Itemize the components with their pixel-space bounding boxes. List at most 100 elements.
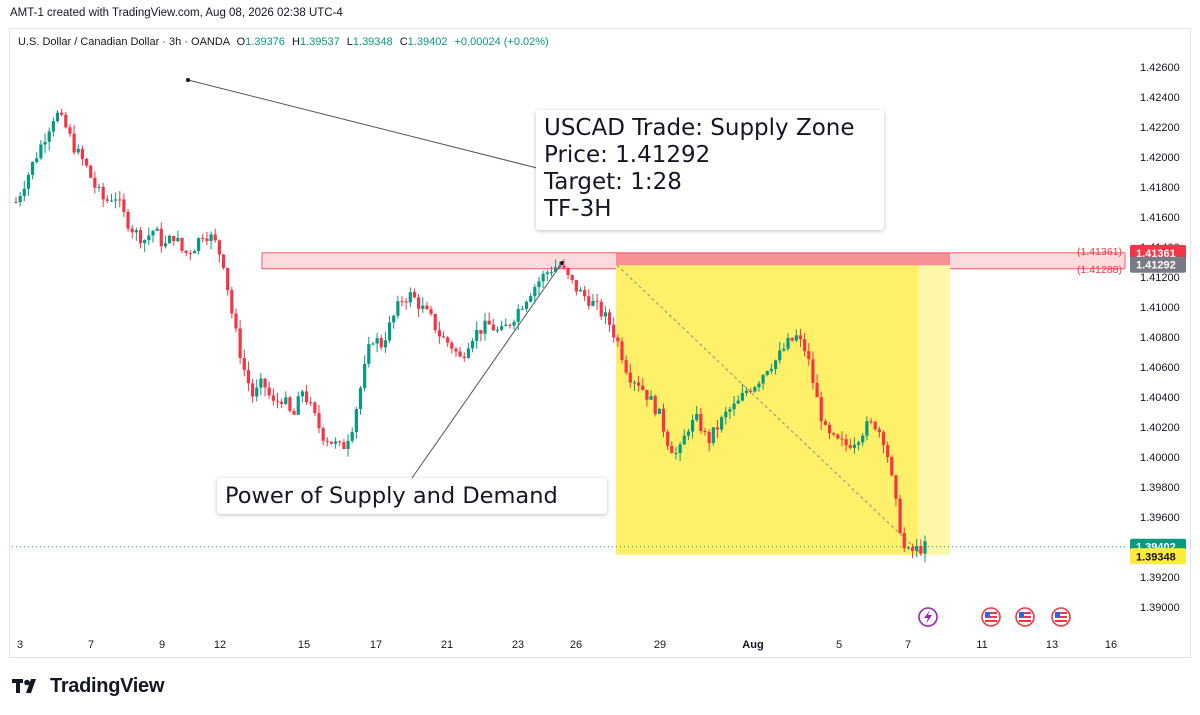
target-box-extension — [918, 265, 950, 555]
candle-body — [873, 421, 877, 430]
tradingview-logo[interactable]: TradingView — [12, 675, 164, 698]
event-icons-layer — [918, 607, 1071, 627]
target-price-tag-bg — [1130, 548, 1186, 565]
high-value: 1.39537 — [299, 36, 340, 48]
tradingview-logo-icon — [12, 678, 36, 693]
candle-body — [60, 112, 64, 115]
candle-body — [711, 427, 715, 444]
candle-body — [425, 305, 429, 310]
lightning-event-icon — [918, 607, 938, 627]
open-value: 1.39376 — [245, 36, 285, 48]
candle-body — [653, 396, 657, 414]
open-label: O — [236, 36, 246, 48]
candle-body — [172, 236, 176, 242]
candle-body — [429, 309, 433, 314]
power-callout[interactable]: Power of Supply and Demand — [217, 478, 607, 514]
candle-body — [703, 430, 707, 433]
candle-body — [408, 292, 412, 303]
symbol-name: U.S. Dollar / Canadian Dollar · 3h · OAN… — [18, 36, 230, 48]
chart-attribution: AMT-1 created with TradingView.com, Aug … — [10, 7, 343, 19]
candle-body — [807, 351, 811, 360]
y-tick-label: 1.39600 — [1140, 512, 1180, 524]
y-tick-label: 1.41200 — [1140, 272, 1180, 284]
x-tick-label: 7 — [905, 639, 911, 651]
trade-callout[interactable]: USCAD Trade: Supply Zone Price: 1.41292 … — [536, 110, 884, 230]
candle-body — [346, 440, 350, 450]
candle-body — [533, 287, 537, 297]
candle-body — [55, 112, 60, 122]
candle-body — [101, 186, 105, 200]
candle-body — [263, 378, 267, 388]
candlestick-chart[interactable]: (1.41361) (1.41288) 1.42600 1.42400 1.42200… — [0, 0, 1200, 660]
x-tick-label: 17 — [370, 639, 382, 651]
candle-body — [587, 296, 591, 306]
candle-body — [329, 441, 334, 444]
candle-body — [794, 335, 798, 341]
low-label: L — [346, 36, 353, 48]
candle-body — [151, 230, 155, 236]
candle-body — [288, 397, 292, 411]
supply-zone-bottom-label: (1.41288) — [1077, 264, 1122, 276]
candle-body — [109, 200, 114, 202]
candle-body — [852, 444, 857, 448]
candle-body — [242, 357, 246, 371]
candle-body — [715, 427, 720, 430]
candle-body — [695, 413, 699, 420]
candle-body — [832, 433, 836, 435]
candle-body — [130, 228, 134, 233]
chart-frame[interactable] — [9, 28, 1191, 658]
candle-body — [761, 374, 765, 384]
candle-body — [919, 545, 923, 554]
candle-body — [271, 395, 275, 401]
candle-body — [68, 127, 72, 134]
candle-body — [458, 351, 462, 357]
y-tick-label: 1.39200 — [1140, 572, 1180, 584]
candle-body — [466, 348, 471, 358]
candle-body — [844, 439, 848, 446]
y-tick-label: 1.41800 — [1140, 182, 1180, 194]
candle-body — [562, 265, 566, 268]
candle-body — [371, 343, 375, 345]
trade-callout-line: Target: 1:28 — [544, 169, 682, 195]
x-tick-label: Aug — [742, 639, 763, 651]
candle-body — [184, 250, 188, 253]
y-tick-label: 1.42600 — [1140, 62, 1180, 74]
x-tick-label: 16 — [1105, 639, 1117, 651]
candle-body — [26, 174, 31, 189]
candle-body — [134, 230, 138, 233]
callout-pointer-dot — [186, 78, 190, 82]
candle-body — [417, 297, 421, 309]
candle-body — [500, 326, 504, 330]
change-value: +0.00024 (+0.02%) — [454, 36, 549, 48]
candle-body — [450, 342, 454, 349]
x-axis: 3 7 9 12 15 17 21 23 26 29 Aug 5 7 11 13 16 — [17, 639, 1117, 651]
candle-body — [773, 360, 778, 370]
candle-body — [437, 330, 441, 337]
candle-body — [757, 383, 761, 388]
candle-body — [902, 532, 906, 549]
candle-body — [545, 272, 549, 274]
candle-body — [790, 337, 794, 341]
candle-body — [603, 312, 607, 317]
x-tick-label: 11 — [976, 639, 987, 651]
candle-body — [529, 296, 533, 302]
candle-body — [898, 498, 902, 533]
candle-body — [649, 396, 653, 400]
x-tick-label: 29 — [654, 639, 666, 651]
candle-body — [786, 337, 790, 349]
candle-body — [192, 250, 197, 254]
candle-body — [259, 378, 263, 388]
candle-body — [255, 387, 259, 397]
candle-body — [690, 419, 695, 432]
candle-body — [865, 421, 869, 436]
candle-body — [479, 329, 483, 334]
candle-body — [645, 389, 649, 400]
candle-body — [296, 396, 300, 415]
candle-body — [321, 428, 325, 441]
entry-price-tag-bg — [1130, 256, 1186, 273]
candle-body — [670, 445, 674, 454]
candle-body — [334, 441, 338, 444]
candle-body — [176, 238, 180, 242]
candle-body — [591, 300, 595, 306]
candle-body — [620, 341, 624, 361]
